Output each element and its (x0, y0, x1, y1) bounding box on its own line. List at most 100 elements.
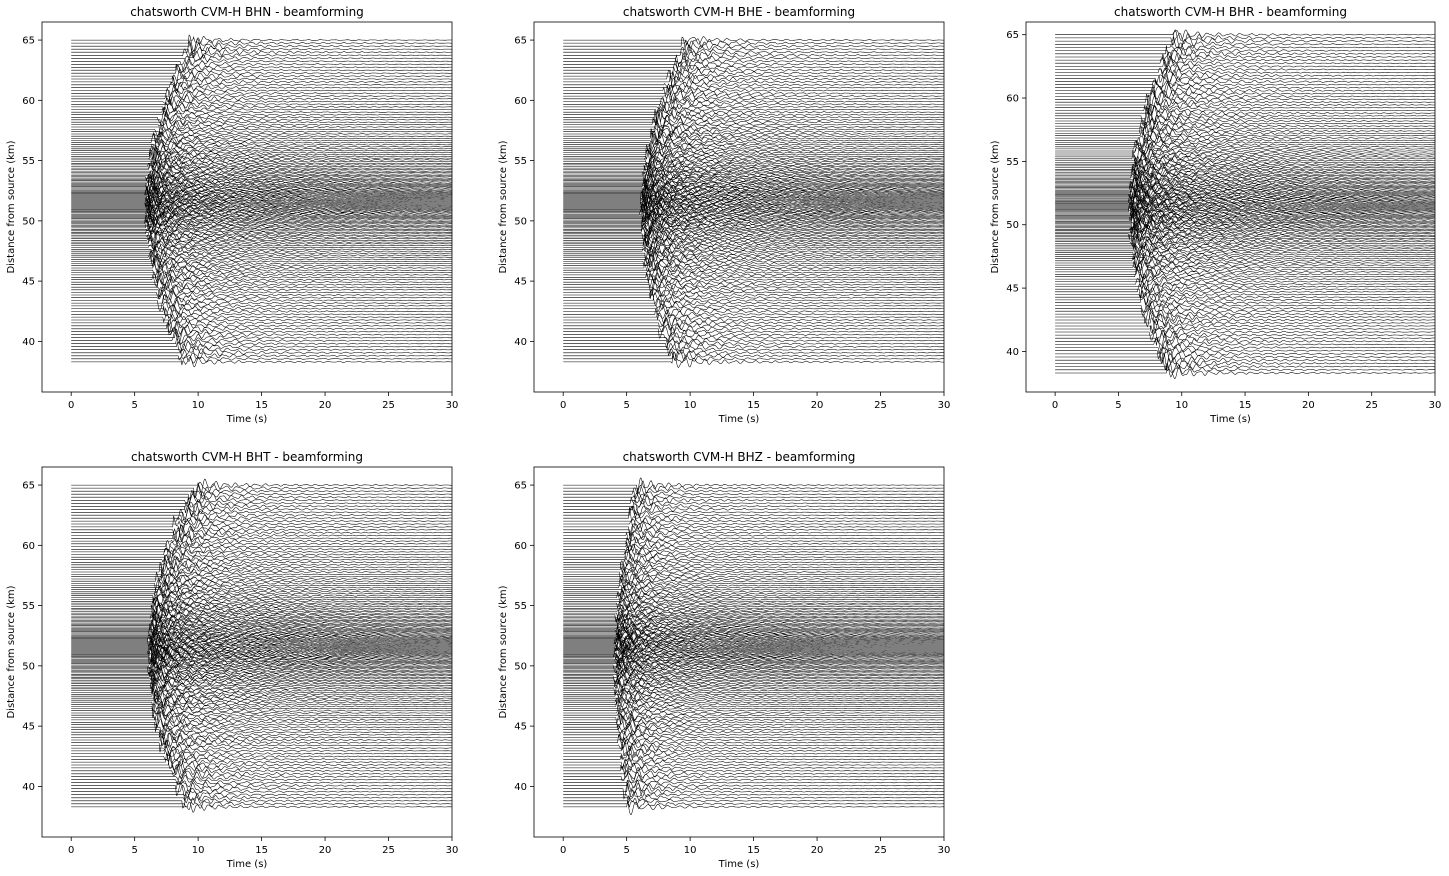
trace-line (71, 544, 452, 559)
trace-line (563, 327, 944, 337)
trace-line (563, 318, 944, 328)
trace-line (71, 177, 452, 190)
trace-line (1055, 353, 1435, 371)
y-tick-label: 60 (514, 541, 527, 552)
x-tick-label: 5 (131, 400, 137, 411)
trace-line (563, 171, 944, 186)
trace-line (1055, 265, 1435, 279)
x-tick-label: 25 (1365, 400, 1378, 411)
trace-line (1055, 319, 1435, 332)
trace-line (563, 301, 944, 312)
trace-line (563, 142, 944, 154)
trace-line (71, 587, 452, 598)
x-tick-label: 25 (382, 400, 395, 411)
trace-line (71, 355, 452, 365)
trace-line (563, 740, 944, 751)
trace-line (1055, 75, 1435, 85)
trace-line (71, 591, 452, 607)
y-tick-label: 40 (514, 782, 527, 793)
trace-line (71, 518, 452, 525)
trace-line (71, 186, 452, 195)
trace-line (71, 498, 452, 507)
x-tick-label: 15 (747, 400, 760, 411)
trace-line (71, 100, 452, 117)
x-axis-label: Time (s) (718, 859, 760, 870)
trace-line (563, 524, 944, 536)
trace-line (1055, 85, 1435, 100)
y-tick-label: 65 (22, 36, 35, 47)
chart-title: chatsworth CVM-H BHN - beamforming (130, 5, 364, 19)
x-tick-label: 0 (68, 845, 74, 856)
trace-line (1055, 367, 1435, 379)
trace-line (71, 508, 452, 518)
trace-line (71, 83, 452, 94)
trace-line (71, 49, 452, 59)
trace-line (71, 305, 452, 318)
trace-line (1055, 330, 1435, 345)
trace-line (71, 35, 452, 51)
trace-line (563, 222, 944, 234)
trace-line (71, 322, 452, 335)
x-tick-label: 25 (874, 845, 887, 856)
x-tick-label: 5 (623, 400, 629, 411)
trace-line (563, 142, 944, 153)
trace-line (71, 761, 452, 774)
trace-line (1055, 104, 1435, 114)
y-axis-label: Distance from source (km) (6, 140, 17, 273)
x-tick-label: 20 (811, 400, 824, 411)
y-tick-label: 45 (514, 277, 527, 288)
chart-title: chatsworth CVM-H BHR - beamforming (1114, 5, 1347, 19)
axes-frame (534, 22, 944, 392)
seismic-traces (71, 35, 452, 367)
y-tick-label: 55 (1006, 157, 1019, 168)
trace-line (1055, 106, 1435, 123)
y-tick-label: 65 (1006, 30, 1019, 41)
x-tick-label: 5 (623, 845, 629, 856)
trace-line (563, 313, 944, 323)
x-tick-label: 25 (874, 400, 887, 411)
y-tick-label: 50 (514, 661, 527, 672)
trace-line (563, 352, 944, 363)
x-tick-label: 30 (446, 400, 459, 411)
trace-line (563, 519, 944, 529)
x-tick-label: 0 (1052, 400, 1058, 411)
trace-line (563, 349, 944, 360)
y-tick-label: 60 (514, 96, 527, 107)
trace-line (71, 111, 452, 123)
trace-line (563, 498, 944, 507)
trace-line (563, 493, 944, 506)
y-axis-label: Distance from source (km) (498, 140, 509, 273)
trace-line (71, 482, 452, 497)
y-tick-label: 40 (22, 782, 35, 793)
x-tick-label: 10 (1175, 400, 1188, 411)
chart-title: chatsworth CVM-H BHZ - beamforming (623, 450, 856, 464)
trace-line (71, 485, 452, 498)
trace-line (71, 82, 452, 91)
trace-line (563, 771, 944, 783)
trace-line (1055, 305, 1435, 318)
y-tick-label: 45 (22, 722, 35, 733)
trace-line (1055, 60, 1435, 72)
trace-line (563, 76, 944, 87)
trace-line (1055, 58, 1435, 69)
trace-line (71, 551, 452, 564)
trace-line (563, 754, 944, 765)
y-tick-label: 55 (514, 601, 527, 612)
y-tick-label: 50 (22, 661, 35, 672)
trace-line (71, 746, 452, 755)
trace-line (1055, 325, 1435, 333)
trace-line (1055, 54, 1435, 67)
x-tick-label: 10 (192, 400, 205, 411)
x-tick-label: 10 (684, 845, 697, 856)
x-axis-label: Time (s) (226, 414, 268, 425)
trace-line (1055, 66, 1435, 75)
trace-line (563, 97, 944, 113)
trace-line (71, 690, 452, 708)
trace-line (71, 704, 452, 713)
trace-line (71, 548, 452, 564)
x-tick-label: 25 (382, 845, 395, 856)
x-tick-label: 15 (255, 400, 268, 411)
x-tick-label: 30 (938, 845, 951, 856)
